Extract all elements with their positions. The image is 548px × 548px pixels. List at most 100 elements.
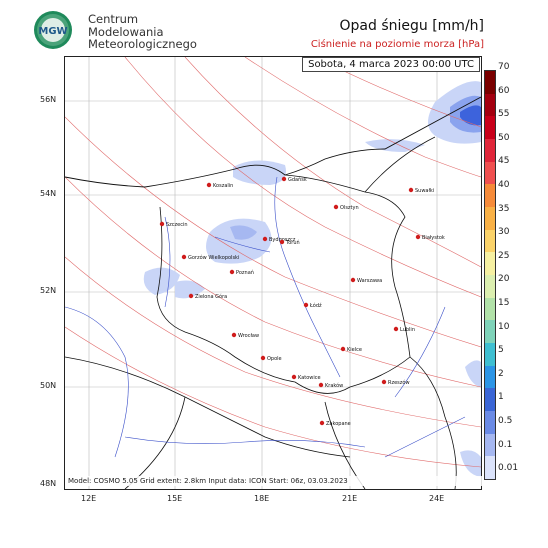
colorbar-segment: [485, 456, 495, 479]
city-label: Koszalin: [213, 183, 233, 189]
lat-label-56n: 56N: [40, 95, 57, 104]
city-label: Kraków: [325, 382, 343, 389]
organization-name: Centrum Modelowania Meteorologicznego: [88, 13, 197, 51]
colorbar-tick-label: 1: [498, 392, 504, 403]
city-marker: [262, 236, 268, 242]
city-marker: [340, 346, 346, 352]
city-marker: [393, 326, 399, 332]
colorbar-segment: [485, 365, 495, 389]
colorbar-tick-label: 70: [498, 62, 510, 72]
lon-label-21e: 21E: [342, 494, 358, 503]
lon-label-15e: 15E: [167, 494, 183, 503]
colorbar-segment: [485, 274, 495, 298]
rivers: [65, 176, 466, 458]
imgw-logo: MGW: [34, 11, 72, 49]
city-marker: [381, 379, 387, 385]
colorbar-tick-label: 40: [498, 180, 510, 190]
city-label: Katowice: [298, 375, 321, 381]
colorbar-segment: [485, 433, 495, 457]
colorbar-segment: [485, 116, 495, 139]
lat-label-50n: 50N: [40, 381, 57, 390]
city-marker: [188, 293, 194, 299]
city-marker: [415, 234, 421, 240]
model-info: Model: COSMO 5.05 Grid extent: 2.8km Inp…: [66, 476, 482, 486]
colorbar-segment: [485, 93, 495, 117]
city-label: Szczecin: [166, 222, 188, 228]
city-marker: [231, 332, 237, 338]
lat-label-48n: 48N: [40, 479, 57, 488]
colorbar-segment: [485, 161, 495, 185]
city-marker: [318, 382, 324, 388]
org-line-1: Centrum: [88, 12, 139, 26]
logo-text: MGW: [38, 26, 67, 37]
map-title: Opad śniegu [mm/h]: [339, 18, 485, 34]
snowfall-areas: [143, 81, 481, 477]
colorbar-tick-label: 0.01: [498, 463, 519, 474]
colorbar: [484, 70, 496, 480]
colorbar-tick-label: 50: [498, 132, 510, 143]
city-label: Zakopane: [326, 421, 351, 427]
city-label: Poznań: [236, 269, 254, 276]
city-label: Zielona Góra: [195, 293, 227, 300]
colorbar-segment: [485, 229, 495, 253]
colorbar-segment: [485, 252, 495, 275]
city-label: Rzeszów: [388, 379, 410, 386]
colorbar-segment: [485, 342, 495, 366]
map-subtitle: Ciśnienie na poziomie morza [hPa]: [310, 39, 484, 50]
colorbar-tick-label: 25: [498, 250, 510, 261]
city-label: Kielce: [347, 347, 362, 353]
colorbar-segment: [485, 206, 495, 230]
cities-layer: Gdańsk Koszalin Szczecin Olsztyn Suwałki Biał…: [159, 176, 445, 427]
colorbar-tick-label: 20: [498, 274, 510, 285]
coastline: [65, 96, 481, 188]
colorbar-tick-label: 35: [498, 203, 510, 214]
colorbar-tick-label: 5: [498, 345, 504, 356]
colorbar-tick-label: 2: [498, 368, 504, 379]
city-marker: [291, 374, 297, 380]
org-line-3: Meteorologicznego: [88, 37, 197, 51]
city-marker: [303, 302, 309, 308]
city-marker: [181, 254, 187, 260]
org-line-2: Modelowania: [88, 24, 164, 39]
city-marker: [281, 176, 287, 182]
colorbar-segment: [485, 138, 495, 162]
colorbar-segment: [485, 320, 495, 343]
colorbar-tick-label: 0.1: [498, 439, 513, 450]
city-marker: [350, 277, 356, 283]
city-label: Warszawa: [357, 278, 382, 284]
city-label: Lublin: [400, 327, 415, 333]
colorbar-segment: [485, 71, 495, 94]
city-marker: [279, 239, 285, 245]
city-marker: [229, 269, 235, 275]
city-label: Łódź: [309, 302, 322, 309]
colorbar-tick-label: 0.5: [498, 416, 513, 426]
lat-label-52n: 52N: [40, 286, 57, 295]
city-marker: [206, 182, 212, 188]
city-label: Opole: [267, 356, 282, 362]
colorbar-tick-label: 15: [498, 298, 510, 308]
city-marker: [333, 204, 339, 210]
city-marker: [159, 221, 165, 227]
city-label: Toruń: [285, 239, 300, 246]
colorbar-segment: [485, 184, 495, 207]
city-marker: [319, 420, 325, 426]
lat-label-54n: 54N: [40, 189, 57, 198]
map-area: Gdańsk Koszalin Szczecin Olsztyn Suwałki Biał…: [64, 56, 482, 490]
colorbar-segment: [485, 297, 495, 321]
city-label: Gdańsk: [288, 176, 307, 183]
city-label: Gorzów Wielkopolski: [188, 254, 239, 261]
colorbar-tick-label: 45: [498, 156, 510, 167]
colorbar-tick-label: 30: [498, 227, 510, 238]
city-marker: [260, 355, 266, 361]
city-label: Suwałki: [415, 188, 434, 194]
lon-label-18e: 18E: [254, 494, 270, 503]
colorbar-segment: [485, 410, 495, 434]
city-label: Białystok: [422, 235, 445, 241]
colorbar-tick-label: 55: [498, 109, 510, 120]
colorbar-tick-label: 60: [498, 85, 510, 96]
forecast-time: Sobota, 4 marca 2023 00:00 UTC: [302, 57, 480, 72]
lon-label-24e: 24E: [429, 494, 445, 503]
city-label: Olsztyn: [340, 205, 359, 211]
lon-label-12e: 12E: [81, 494, 97, 503]
city-label: Wrocław: [238, 333, 259, 339]
